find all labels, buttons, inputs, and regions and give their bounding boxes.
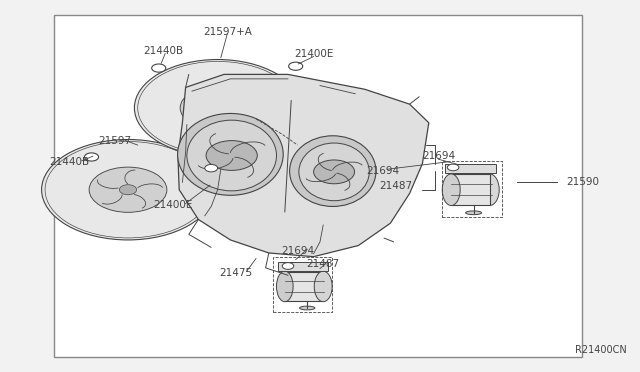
Circle shape [205,164,218,172]
Text: 21694: 21694 [422,151,455,161]
Text: 21597+A: 21597+A [203,27,252,36]
Ellipse shape [442,174,460,205]
Text: 21694: 21694 [366,166,399,176]
Text: 21487: 21487 [379,181,412,191]
Text: 21590: 21590 [566,177,600,187]
Circle shape [89,167,167,212]
Circle shape [180,86,255,129]
Ellipse shape [299,143,369,201]
Ellipse shape [276,271,293,302]
FancyBboxPatch shape [445,164,496,173]
Text: 21400E: 21400E [153,200,193,209]
Bar [285,272,322,301]
Ellipse shape [300,306,315,310]
Text: 21597: 21597 [99,137,132,146]
Circle shape [84,153,99,161]
Text: 21440B: 21440B [49,157,89,167]
Circle shape [152,64,166,72]
Circle shape [42,140,214,240]
Text: 21694: 21694 [281,246,314,256]
Circle shape [119,185,137,195]
Ellipse shape [187,120,276,191]
Text: 21487: 21487 [307,259,340,269]
Polygon shape [178,74,429,257]
Circle shape [134,60,301,156]
Circle shape [209,103,226,113]
Text: 21440B: 21440B [143,46,183,56]
Ellipse shape [314,271,332,302]
Ellipse shape [466,211,482,215]
Circle shape [206,141,257,170]
Text: R21400CN: R21400CN [575,345,627,355]
Bar [451,174,490,205]
Circle shape [447,164,459,171]
Circle shape [282,263,294,269]
Text: 21400E: 21400E [294,49,333,59]
Text: 21475: 21475 [219,269,252,278]
Ellipse shape [480,174,499,205]
Bar [54,15,582,357]
Circle shape [289,62,303,70]
Ellipse shape [290,136,376,206]
Ellipse shape [177,113,283,195]
FancyBboxPatch shape [278,262,328,271]
Circle shape [314,160,355,184]
